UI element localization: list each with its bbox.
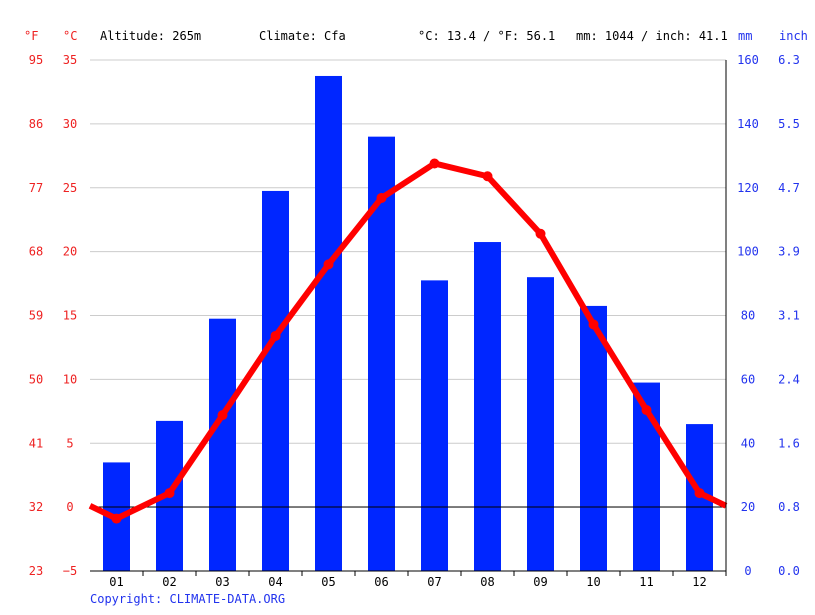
- temperature-point: [429, 158, 440, 169]
- temperature-line: [88, 158, 728, 524]
- c-tick-label: 20: [63, 245, 77, 259]
- temperature-point: [270, 330, 281, 341]
- inch-tick-label: 2.4: [778, 372, 800, 386]
- axes: 95 35 160 6.386 30 140 5.577 25 120 4.768 20 100 3.9…: [29, 53, 800, 589]
- f-tick-label: 41: [29, 436, 43, 450]
- temperature-point: [588, 319, 599, 330]
- temperature-point: [694, 488, 705, 499]
- f-tick-label: 77: [29, 181, 43, 195]
- precip-bar: [315, 75, 342, 571]
- c-tick-label: 25: [63, 181, 77, 195]
- temperature-point: [217, 410, 228, 421]
- temperature-point: [111, 513, 122, 524]
- inch-tick-label: 0.8: [778, 500, 800, 514]
- temperature-point: [641, 405, 652, 416]
- mm-tick-label: 100: [737, 245, 759, 259]
- mm-tick-label: 120: [737, 181, 759, 195]
- month-label: 03: [215, 575, 229, 589]
- c-tick-label: 0: [66, 500, 73, 514]
- c-tick-label: 30: [63, 117, 77, 131]
- altitude-label: Altitude: 265m: [100, 29, 201, 43]
- month-label: 08: [480, 575, 494, 589]
- month-label: 10: [586, 575, 600, 589]
- precip-bar: [580, 305, 607, 571]
- c-tick-label: 10: [63, 372, 77, 386]
- mm-tick-label: 20: [741, 500, 755, 514]
- inch-unit-label: inch: [779, 29, 808, 43]
- month-label: 06: [374, 575, 388, 589]
- mm-tick-label: 140: [737, 117, 759, 131]
- temperature-point: [323, 259, 334, 270]
- avg-temp-label: °C: 13.4 / °F: 56.1: [418, 29, 555, 43]
- climate-label: Climate: Cfa: [259, 29, 346, 43]
- mm-unit-label: mm: [738, 29, 752, 43]
- month-label: 07: [427, 575, 441, 589]
- month-label: 11: [639, 575, 653, 589]
- precip-bar: [474, 242, 501, 571]
- mm-tick-label: 40: [741, 436, 755, 450]
- temperature-point: [376, 192, 387, 203]
- c-tick-label: 15: [63, 309, 77, 323]
- temperature-point: [535, 228, 546, 239]
- month-label: 12: [692, 575, 706, 589]
- inch-tick-label: 0.0: [778, 564, 800, 578]
- f-tick-label: 95: [29, 53, 43, 67]
- precip-bar: [209, 318, 236, 571]
- inch-tick-label: 3.1: [778, 309, 800, 323]
- precipitation-bars: [103, 75, 713, 571]
- f-tick-label: 32: [29, 500, 43, 514]
- c-unit-label: °C: [63, 29, 77, 43]
- inch-tick-label: 6.3: [778, 53, 800, 67]
- month-label: 01: [109, 575, 123, 589]
- month-label: 04: [268, 575, 282, 589]
- inch-tick-label: 5.5: [778, 117, 800, 131]
- temperature-polyline: [88, 160, 728, 522]
- month-label: 05: [321, 575, 335, 589]
- f-tick-label: 59: [29, 309, 43, 323]
- c-tick-label: −5: [63, 564, 77, 578]
- inch-tick-label: 4.7: [778, 181, 800, 195]
- f-tick-label: 68: [29, 245, 43, 259]
- month-label: 02: [162, 575, 176, 589]
- mm-tick-label: 80: [741, 309, 755, 323]
- precip-total-label: mm: 1044 / inch: 41.1: [576, 29, 728, 43]
- temperature-point: [164, 488, 175, 499]
- precip-bar: [421, 280, 448, 571]
- mm-tick-label: 0: [744, 564, 751, 578]
- precip-bar: [262, 190, 289, 571]
- mm-tick-label: 60: [741, 372, 755, 386]
- f-unit-label: °F: [24, 29, 38, 43]
- copyright-link[interactable]: Copyright: CLIMATE-DATA.ORG: [90, 592, 285, 606]
- precip-bar: [527, 277, 554, 571]
- f-tick-label: 86: [29, 117, 43, 131]
- temperature-point: [482, 171, 493, 182]
- c-tick-label: 35: [63, 53, 77, 67]
- f-tick-label: 23: [29, 564, 43, 578]
- inch-tick-label: 1.6: [778, 436, 800, 450]
- f-tick-label: 50: [29, 372, 43, 386]
- inch-tick-label: 3.9: [778, 245, 800, 259]
- mm-tick-label: 160: [737, 53, 759, 67]
- c-tick-label: 5: [66, 436, 73, 450]
- gridlines: [90, 59, 726, 508]
- month-label: 09: [533, 575, 547, 589]
